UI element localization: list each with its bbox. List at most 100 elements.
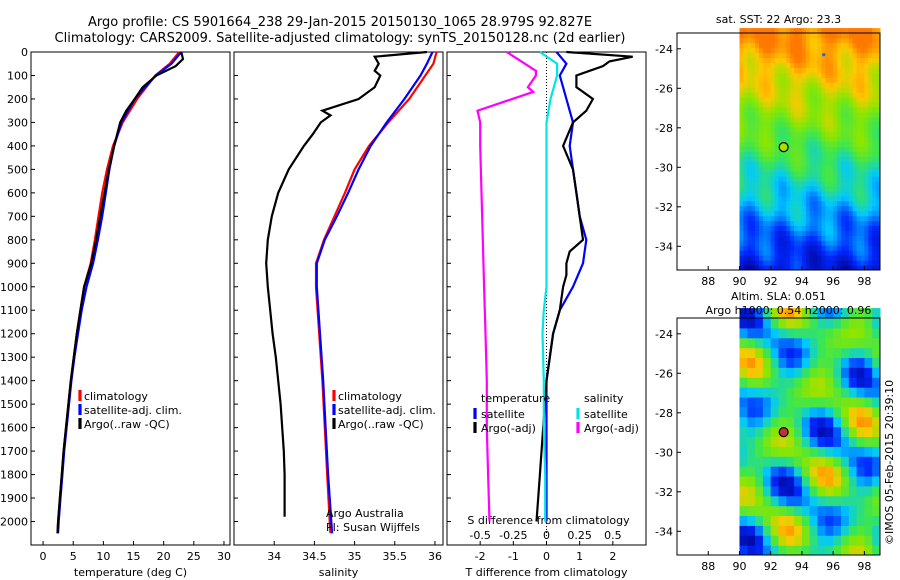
map-cell-sst_map	[782, 250, 787, 256]
map-cell-sst_map	[786, 136, 791, 143]
map-cell-sst_map	[778, 225, 783, 231]
map-cell-sst_map	[801, 210, 807, 217]
map-cell-sst_map	[770, 166, 776, 172]
map-cell-sla_map	[841, 545, 850, 556]
map-cell-sst_map	[848, 57, 854, 64]
map-cell-sst_map	[868, 72, 873, 78]
map-cell-sla_map	[809, 337, 818, 349]
map-cell-sst_map	[809, 181, 815, 187]
map-cell-sst_map	[798, 82, 803, 88]
map-cell-sst_map	[876, 121, 881, 128]
map-cell-sst_map	[782, 28, 787, 34]
map-cell-sst_map	[844, 72, 850, 78]
map-cell-sst_map	[801, 195, 807, 202]
map-cell-sst_map	[774, 186, 779, 192]
map-cell-sst_map	[864, 57, 869, 64]
map-cell-sst_map	[848, 225, 854, 231]
map-cell-sst_map	[848, 121, 854, 128]
map-cell-sla_map	[755, 476, 764, 487]
map-cell-sst_map	[860, 225, 865, 231]
map-cell-sla_map	[848, 308, 858, 319]
map-cell-sst_map	[829, 82, 834, 88]
map-cell-sla_map	[794, 446, 803, 457]
map-cell-sst_map	[844, 191, 850, 197]
map-cell-sst_map	[868, 126, 873, 133]
map-cell-sst_map	[837, 235, 842, 241]
map-cell-sla_map	[786, 318, 795, 329]
x-tick-label-temperature: 25	[187, 550, 201, 563]
map-cell-sst_map	[770, 265, 776, 271]
map-cell-sst_map	[770, 116, 776, 123]
map-cell-sst_map	[774, 245, 779, 251]
map-cell-sla_map	[833, 347, 842, 358]
map-cell-sst_map	[739, 141, 744, 147]
map-cell-sst_map	[782, 57, 787, 64]
map-cell-sst_map	[852, 72, 858, 78]
map-cell-sst_map	[798, 255, 803, 261]
legend-label-temperature: satellite-adj. clim.	[84, 404, 182, 417]
series-line-salinity-1	[315, 51, 434, 534]
map-cell-sst_map	[825, 77, 830, 83]
map-cell-sst_map	[759, 102, 764, 108]
map-cell-sla_map	[794, 495, 803, 507]
x-axis-label-differences: T difference from climatology	[465, 566, 628, 579]
map-cell-sla_map	[856, 308, 865, 319]
map-cell-sst_map	[876, 136, 881, 143]
map-cell-sst_map	[844, 255, 850, 261]
map-cell-sst_map	[751, 260, 756, 266]
map-cell-sla_map	[762, 367, 772, 378]
map-cell-sst_map	[782, 52, 787, 59]
map-cell-sst_map	[798, 116, 803, 123]
map-cell-sst_map	[739, 121, 744, 128]
map-cell-sst_map	[809, 77, 815, 83]
map-cell-sst_map	[805, 121, 811, 128]
argo-float-marker	[778, 142, 789, 153]
map-cell-sst_map	[852, 77, 858, 83]
map-cell-sst_map	[837, 112, 842, 118]
map-cell-sst_map	[817, 112, 822, 118]
map-cell-sla_map	[770, 535, 779, 546]
map-cell-sst_map	[844, 146, 850, 152]
map-cell-sst_map	[813, 265, 818, 271]
map-cell-sla_map	[801, 406, 811, 418]
map-cell-sla_map	[864, 525, 873, 536]
map-cell-sst_map	[762, 191, 768, 197]
map-cell-sla_map	[841, 485, 850, 497]
map-cell-sst_map	[790, 191, 795, 197]
map-cell-sla_map	[770, 318, 779, 329]
map-cell-sst_map	[817, 82, 822, 88]
map-cell-sst_map	[868, 116, 873, 123]
y-tick-label: 0	[21, 46, 28, 59]
map-cell-sst_map	[860, 112, 865, 118]
map-cell-sst_map	[821, 92, 826, 98]
map-cell-sst_map	[860, 141, 865, 147]
map-cell-sla_map	[747, 357, 756, 368]
map-cell-sst_map	[755, 87, 760, 93]
map-cell-sst_map	[743, 47, 748, 54]
map-cell-sst_map	[821, 245, 826, 251]
map-cell-sst_map	[841, 166, 846, 172]
map-cell-sst_map	[813, 181, 818, 187]
map-cell-sst_map	[794, 62, 799, 68]
map-cell-sla_map	[747, 318, 756, 329]
map-cell-sst_map	[868, 151, 873, 157]
map-cell-sst_map	[743, 195, 748, 202]
map-cell-sst_map	[801, 28, 807, 34]
map-cell-sla_map	[809, 466, 818, 477]
map-cell-sst_map	[864, 33, 869, 39]
map-cell-sst_map	[837, 215, 842, 222]
map-cell-sst_map	[872, 146, 877, 152]
map-cell-sla_map	[786, 466, 795, 477]
map-cell-sst_map	[743, 225, 748, 231]
map-cell-sla_map	[778, 416, 787, 428]
map-cell-sst_map	[852, 112, 858, 118]
map-cell-sst_map	[852, 62, 858, 68]
map-cell-sla_map	[770, 367, 779, 378]
map-cell-sla_map	[786, 436, 795, 447]
map-cell-sst_map	[852, 151, 858, 157]
y-tick-label: 700	[7, 210, 28, 223]
map-cell-sst_map	[829, 52, 834, 59]
x-tick-label-temperature: 5	[70, 550, 77, 563]
map-cell-sst_map	[747, 107, 752, 113]
legend-title-temperature: temperature	[481, 392, 550, 405]
